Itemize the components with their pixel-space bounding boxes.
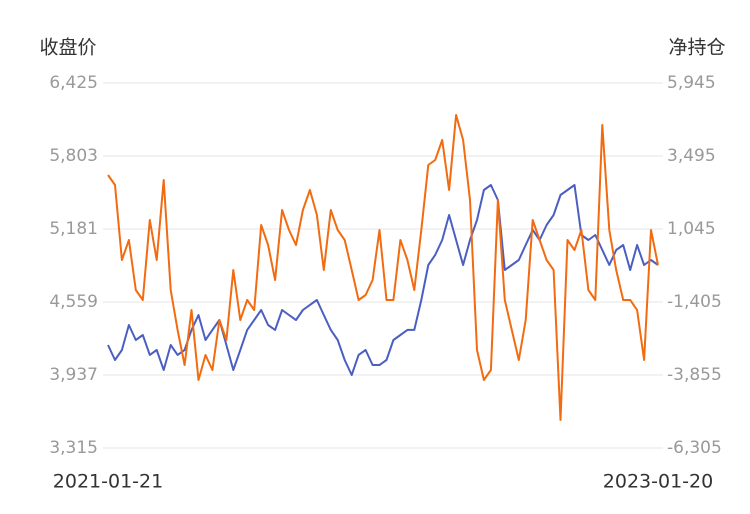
y2-tick-label: 3,495 — [667, 146, 716, 166]
y2-tick-label: 1,045 — [667, 219, 716, 239]
y-axis-title: 收盘价 — [39, 37, 96, 59]
y2-tick-label: -1,405 — [667, 292, 722, 312]
y-tick-label: 3,937 — [49, 365, 98, 385]
series-line — [107, 184, 659, 376]
y2-tick-label: -6,305 — [667, 438, 722, 458]
y-tick-label: 6,425 — [49, 73, 98, 93]
y2-axis-title: 净持仓 — [668, 37, 725, 59]
y-tick-label: 4,559 — [49, 292, 98, 312]
y-tick-label: 3,315 — [49, 438, 98, 458]
y-tick-label: 5,181 — [49, 219, 98, 239]
y2-tick-label: -3,855 — [667, 365, 722, 385]
y2-tick-label: 5,945 — [667, 73, 716, 93]
x-tick-label: 2021-01-21 — [53, 471, 163, 493]
series-line — [107, 114, 659, 421]
y-tick-label: 5,803 — [49, 146, 98, 166]
x-tick-label: 2023-01-20 — [603, 471, 713, 493]
